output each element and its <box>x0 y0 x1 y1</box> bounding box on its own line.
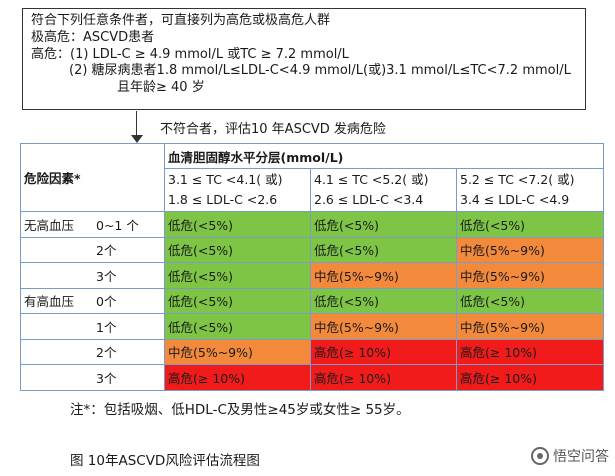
criteria-high-risk-2: (2) 糖尿病患者1.8 mmol/L≤LDL-C<4.9 mmol/L(或)3… <box>69 63 571 79</box>
risk-cell-green: 低危(<5%) <box>310 287 457 314</box>
table-row: 2个 中危(5%~9%) 高危(≥ 10%) 高危(≥ 10%) <box>20 338 604 365</box>
range-3-tc: 5.2 ≤ TC <7.2( 或) <box>460 172 575 187</box>
risk-cell-green: 低危(<5%) <box>164 287 311 314</box>
criteria-intro: 符合下列任意条件者，可直接列为高危或极高危人群 <box>31 13 331 28</box>
risk-cell-orange: 中危(5%~9%) <box>310 313 457 340</box>
criteria-high-risk-1: 高危：(1) LDL-C ≥ 4.9 mmol/L 或TC ≥ 7.2 mmol… <box>31 46 349 62</box>
risk-cell-green: 低危(<5%) <box>164 211 311 238</box>
range-2-tc: 4.1 ≤ TC <5.2( 或) <box>314 172 429 187</box>
table-row: 1个 低危(<5%) 中危(5%~9%) 中危(5%~9%) <box>20 313 604 340</box>
risk-cell-green: 低危(<5%) <box>310 211 457 238</box>
risk-cell-green: 低危(<5%) <box>310 236 457 263</box>
watermark-text: 悟空问答 <box>553 449 609 465</box>
row-count-label: 2个 <box>96 243 117 259</box>
table-row: 3个 低危(<5%) 中危(5%~9%) 中危(5%~9%) <box>20 262 604 289</box>
row-count-label: 1个 <box>96 319 117 335</box>
criteria-box: 符合下列任意条件者，可直接列为高危或极高危人群 极高危：ASCVD患者 高危：(… <box>22 8 586 110</box>
header-cholesterol-strata: 血清胆固醇水平分层(mmol/L) <box>164 143 604 169</box>
range-cell-2: 4.1 ≤ TC <5.2( 或) 2.6 ≤ LDL-C <3.4 <box>310 168 457 212</box>
row-count-label: 0个 <box>96 294 117 310</box>
criteria-very-high-risk: 极高危：ASCVD患者 <box>31 29 155 45</box>
flow-arrow-line <box>136 111 137 137</box>
risk-cell-orange: 中危(5%~9%) <box>456 262 604 289</box>
row-label: 1个 <box>20 313 165 340</box>
range-1-tc: 3.1 ≤ TC <4.1( 或) <box>168 172 283 187</box>
range-cell-1: 3.1 ≤ TC <4.1( 或) 1.8 ≤ LDL-C <2.6 <box>164 168 311 212</box>
header-risk-factor: 危险因素* <box>20 143 165 212</box>
row-count-label: 0~1 个 <box>96 217 139 233</box>
row-label: 有高血压 0个 <box>20 287 165 314</box>
row-count-label: 3个 <box>96 370 117 386</box>
risk-cell-orange: 中危(5%~9%) <box>456 313 604 340</box>
criteria-high-risk-age: 且年龄≥ 40 岁 <box>117 80 205 96</box>
risk-cell-green: 低危(<5%) <box>164 262 311 289</box>
risk-cell-green: 低危(<5%) <box>164 313 311 340</box>
range-2-ldl: 2.6 ≤ LDL-C <3.4 <box>314 192 424 207</box>
row-label: 2个 <box>20 338 165 365</box>
risk-cell-red: 高危(≥ 10%) <box>456 338 604 365</box>
watermark-logo-icon <box>531 447 549 465</box>
row-group-label: 无高血压 <box>24 217 75 233</box>
table-row: 2个 低危(<5%) 低危(<5%) 中危(5%~9%) <box>20 236 604 263</box>
risk-table: 危险因素* 血清胆固醇水平分层(mmol/L) 3.1 ≤ TC <4.1( 或… <box>20 143 604 391</box>
risk-cell-red: 高危(≥ 10%) <box>456 364 604 391</box>
table-range-row: 3.1 ≤ TC <4.1( 或) 1.8 ≤ LDL-C <2.6 4.1 ≤ … <box>21 168 604 212</box>
range-cell-3: 5.2 ≤ TC <7.2( 或) 3.4 ≤ LDL-C <4.9 <box>456 168 604 212</box>
risk-cell-green: 低危(<5%) <box>456 287 604 314</box>
row-label: 无高血压 0~1 个 <box>20 211 165 238</box>
risk-cell-red: 高危(≥ 10%) <box>164 364 311 391</box>
risk-cell-orange: 中危(5%~9%) <box>164 338 311 365</box>
figure-caption: 图 10年ASCVD风险评估流程图 <box>70 453 260 469</box>
risk-cell-orange: 中危(5%~9%) <box>310 262 457 289</box>
row-count-label: 2个 <box>96 345 117 361</box>
row-label: 3个 <box>20 364 165 391</box>
row-group-label: 有高血压 <box>24 294 75 310</box>
flow-arrow-head-icon <box>131 135 143 143</box>
risk-cell-red: 高危(≥ 10%) <box>310 364 457 391</box>
risk-cell-orange: 中危(5%~9%) <box>456 236 604 263</box>
risk-cell-red: 高危(≥ 10%) <box>310 338 457 365</box>
risk-cell-green: 低危(<5%) <box>164 236 311 263</box>
table-row: 3个 高危(≥ 10%) 高危(≥ 10%) 高危(≥ 10%) <box>20 364 604 391</box>
range-3-ldl: 3.4 ≤ LDL-C <4.9 <box>460 192 570 207</box>
row-label: 3个 <box>20 262 165 289</box>
range-1-ldl: 1.8 ≤ LDL-C <2.6 <box>168 192 278 207</box>
row-count-label: 3个 <box>96 268 117 284</box>
table-row: 有高血压 0个 低危(<5%) 低危(<5%) 低危(<5%) <box>20 287 604 314</box>
footnote: 注*：包括吸烟、低HDL-C及男性≥45岁或女性≥ 55岁。 <box>70 402 410 418</box>
table-row: 无高血压 0~1 个低危(<5%) 低危(<5%) 低危(<5%) <box>20 211 604 238</box>
risk-cell-green: 低危(<5%) <box>456 211 604 238</box>
watermark: 悟空问答 <box>531 446 609 466</box>
table-header-row: 危险因素* 血清胆固醇水平分层(mmol/L) <box>20 143 604 212</box>
row-label: 2个 <box>20 236 165 263</box>
flow-arrow-label: 不符合者，评估10 年ASCVD 发病危险 <box>160 122 386 137</box>
risk-table-body: 无高血压 0~1 个低危(<5%) 低危(<5%) 低危(<5%) 2个 低危(<5%) 低… <box>20 211 604 391</box>
